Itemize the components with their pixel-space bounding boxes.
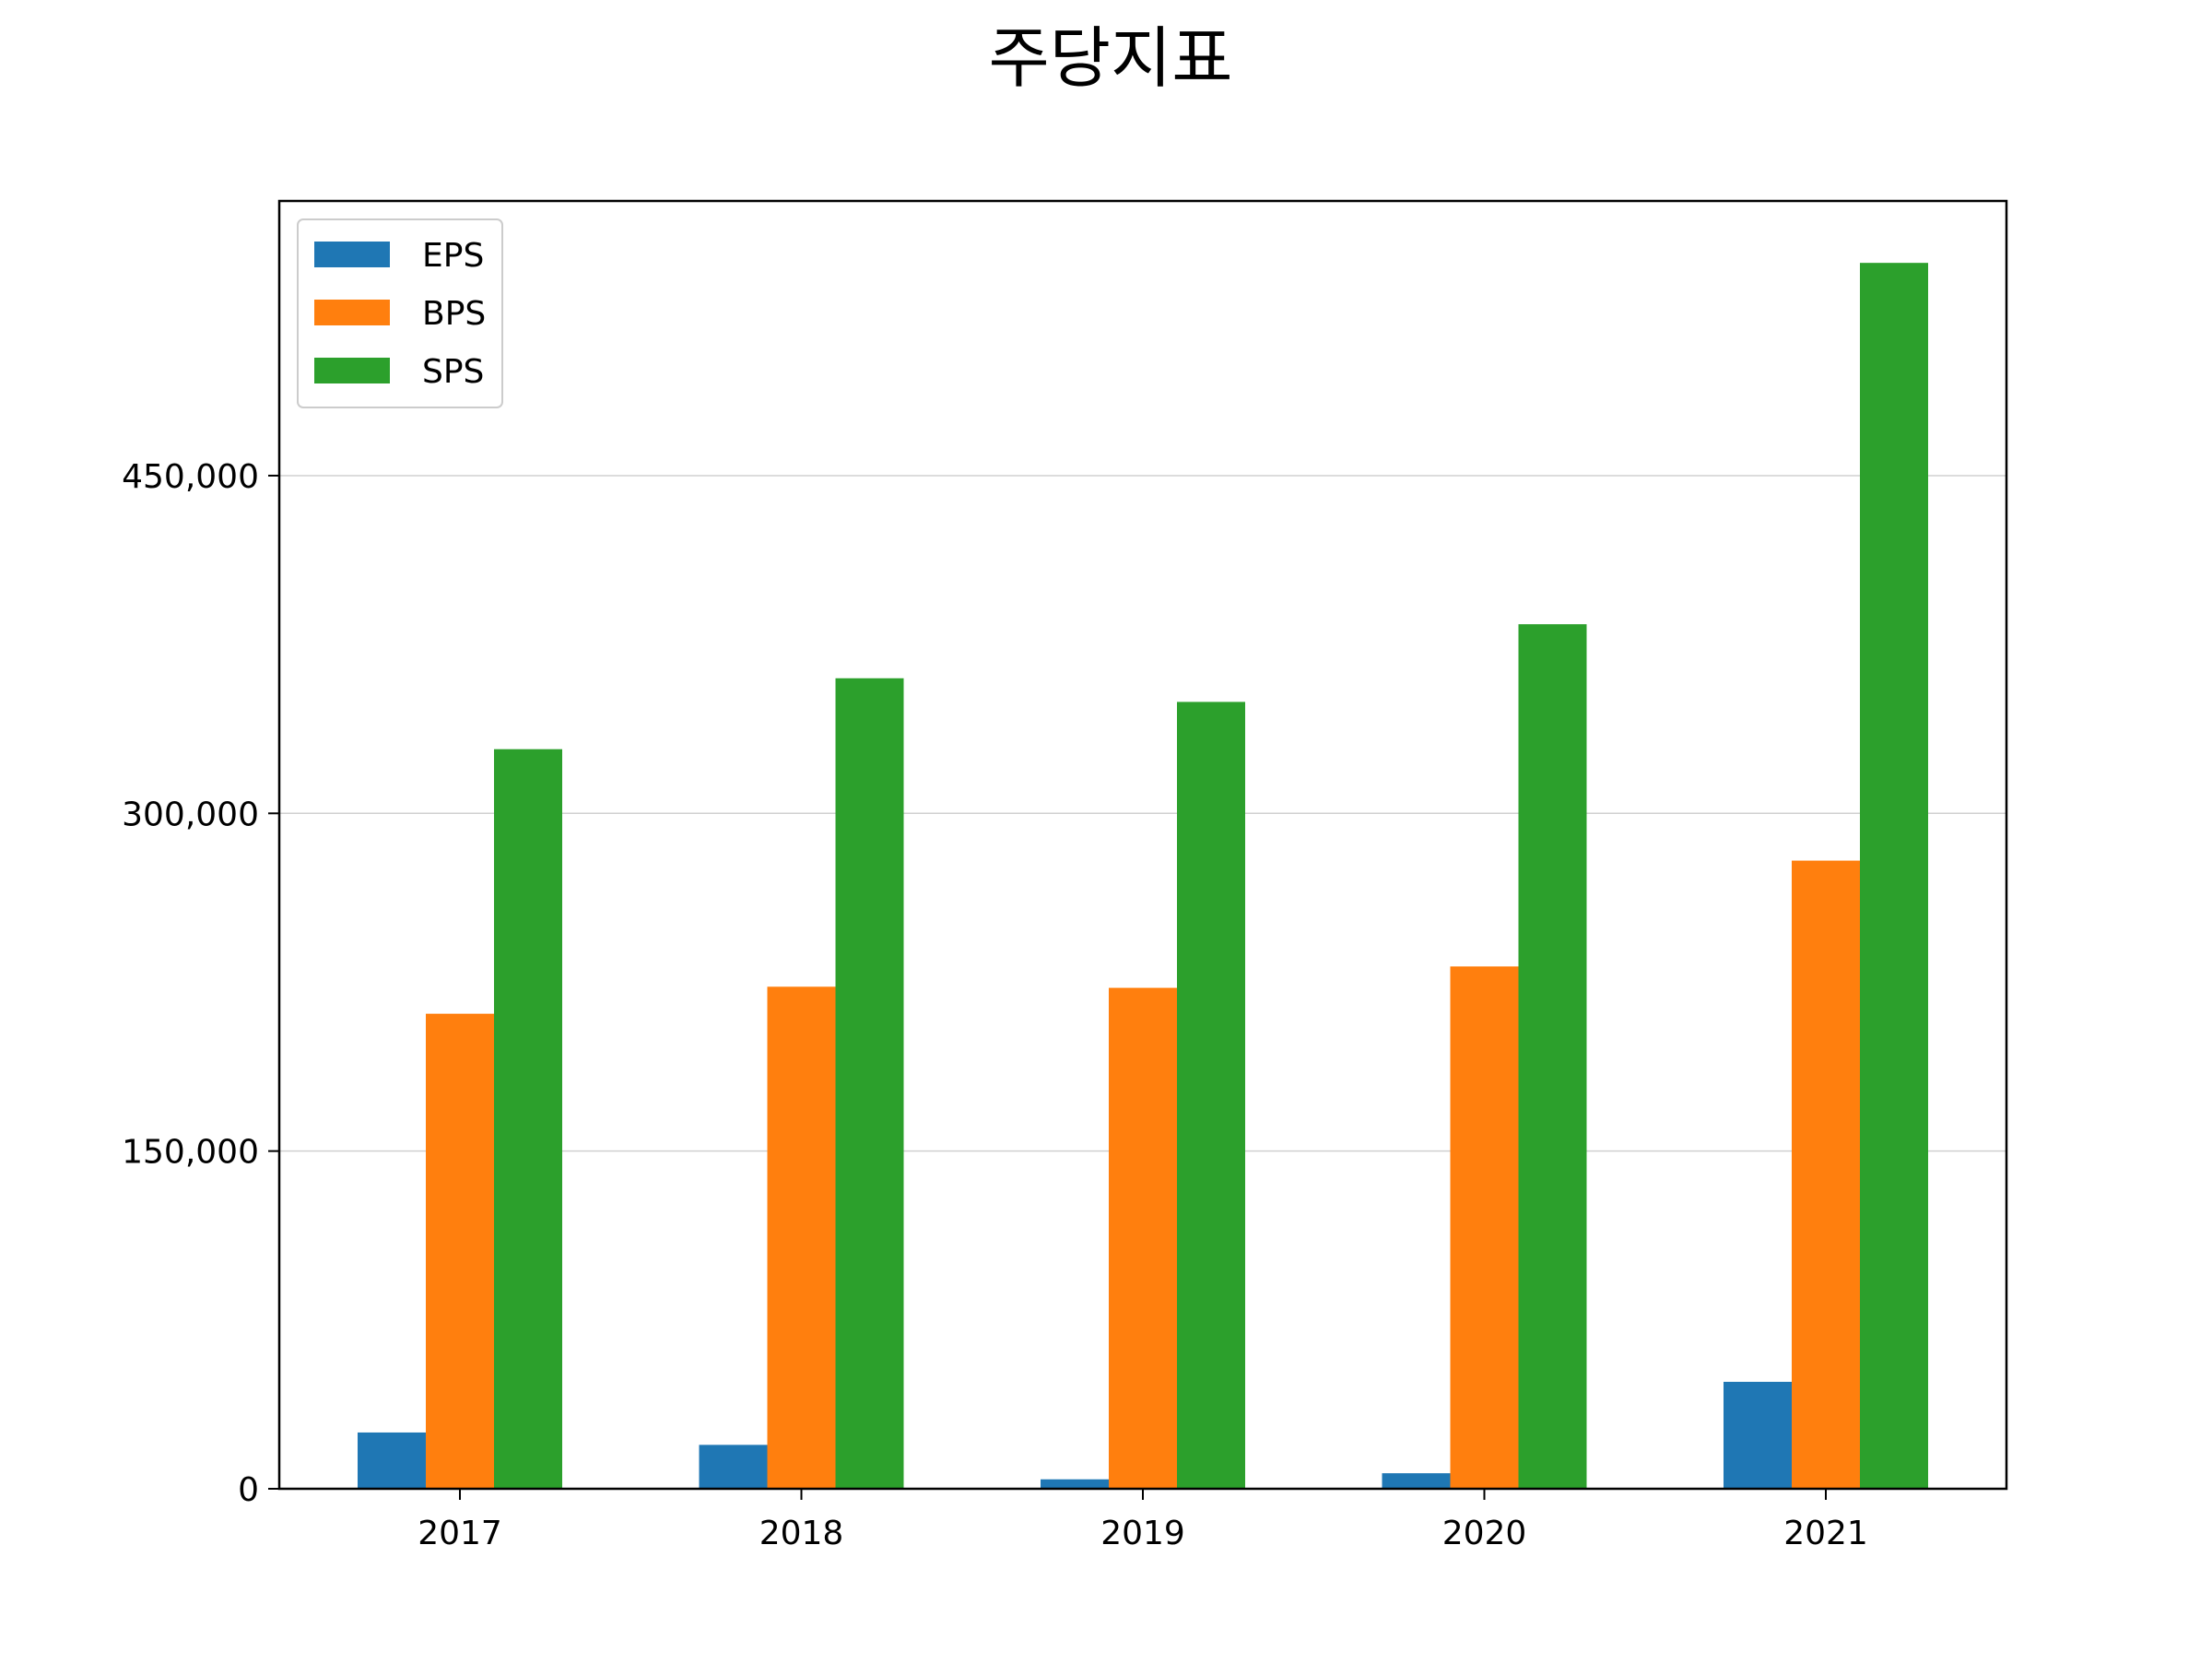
bar-bps-2019 — [1109, 987, 1177, 1489]
axes: 0 150,000 300,000 450,000 2017 2018 2019 2020 20… — [122, 199, 2008, 1552]
bar-bps-2021 — [1792, 860, 1860, 1489]
x-tick-label-2020: 2020 — [1442, 1515, 1527, 1552]
bar-sps-2017 — [494, 749, 562, 1489]
bar-sps-2019 — [1177, 702, 1245, 1489]
x-tick-label-2018: 2018 — [759, 1515, 844, 1552]
legend-label-sps: SPS — [422, 353, 484, 391]
bar-eps-2019 — [1041, 1479, 1109, 1489]
x-tick-label-2019: 2019 — [1100, 1515, 1185, 1552]
y-tick-label-3: 450,000 — [122, 458, 259, 496]
chart-title: 주당지표 — [989, 19, 1233, 97]
y-tick-label-0: 0 — [238, 1471, 259, 1509]
legend-swatch-eps — [314, 242, 390, 267]
bar-bps-2017 — [426, 1013, 494, 1489]
y-tick-label-1: 150,000 — [122, 1134, 259, 1172]
legend-swatch-sps — [314, 358, 390, 383]
bar-sps-2020 — [1518, 624, 1587, 1489]
x-tick-label-2021: 2021 — [1783, 1515, 1868, 1552]
bar-eps-2021 — [1724, 1381, 1792, 1489]
legend-label-bps: BPS — [422, 295, 486, 333]
legend-swatch-bps — [314, 300, 390, 325]
legend: EPS BPS SPS — [297, 218, 503, 408]
bar-eps-2017 — [358, 1432, 426, 1489]
x-tick-label-2017: 2017 — [418, 1515, 502, 1552]
bar-bps-2020 — [1450, 966, 1519, 1489]
legend-label-eps: EPS — [422, 237, 484, 275]
y-tick-label-2: 300,000 — [122, 796, 259, 833]
bar-eps-2020 — [1382, 1473, 1451, 1489]
bar-sps-2021 — [1860, 263, 1928, 1489]
bar-bps-2018 — [767, 986, 836, 1489]
bar-sps-2018 — [835, 678, 904, 1489]
bars — [358, 263, 1928, 1489]
bar-eps-2018 — [699, 1445, 768, 1489]
